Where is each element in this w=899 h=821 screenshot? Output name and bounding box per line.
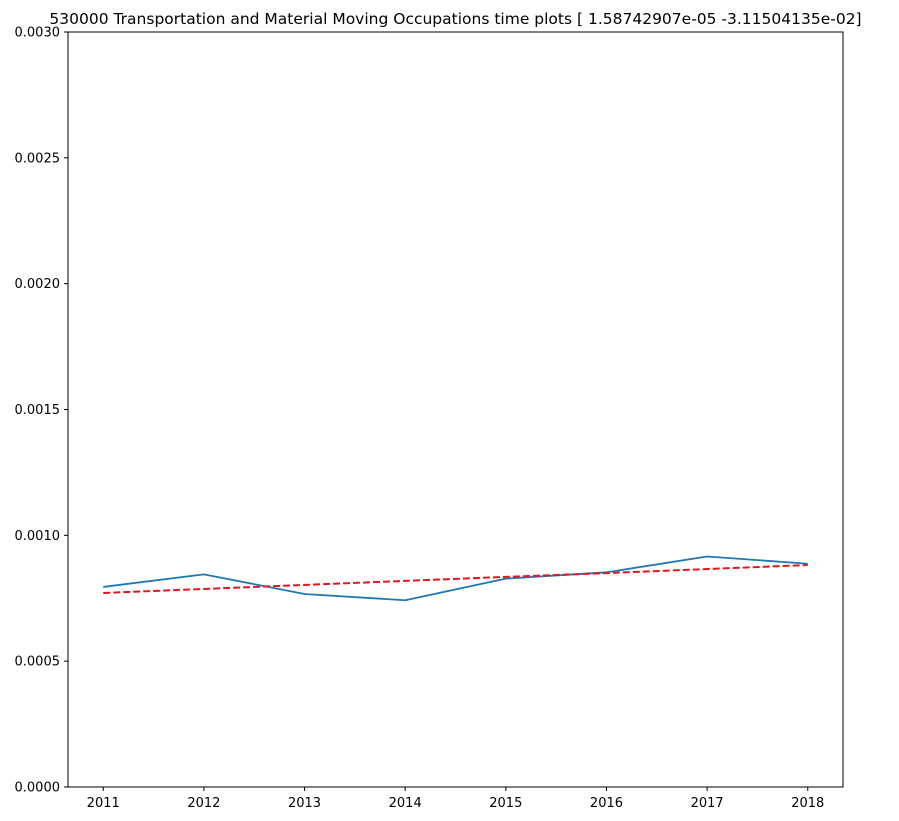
y-tick-label: 0.0020 — [15, 277, 61, 292]
x-tick-label: 2015 — [489, 796, 522, 811]
x-tick-label: 2016 — [590, 796, 623, 811]
x-axis: 2011 2012 2013 2014 2015 2016 2017 2018 — [87, 787, 824, 811]
y-tick-label: 0.0025 — [15, 151, 61, 166]
plot-frame — [67, 31, 844, 788]
series-layer — [103, 555, 808, 602]
y-tick-label: 0.0030 — [15, 26, 61, 41]
series-line — [103, 555, 808, 602]
y-tick-label: 0.0005 — [15, 655, 61, 670]
x-tick-label: 2013 — [288, 796, 321, 811]
x-tick-label: 2014 — [389, 796, 422, 811]
x-tick-label: 2011 — [87, 796, 120, 811]
plot-area-border — [67, 31, 844, 788]
y-tick-label: 0.0000 — [15, 781, 61, 796]
y-tick-label: 0.0015 — [15, 403, 61, 418]
x-tick-label: 2012 — [187, 796, 220, 811]
y-axis: 0.0000 0.0005 0.0010 0.0015 0.0020 0.0025 0.00… — [15, 26, 68, 796]
x-tick-label: 2018 — [791, 796, 824, 811]
trend-line — [103, 564, 808, 594]
chart-title: 530000 Transportation and Material Movin… — [49, 10, 861, 28]
y-tick-label: 0.0010 — [15, 529, 61, 544]
x-tick-label: 2017 — [691, 796, 724, 811]
